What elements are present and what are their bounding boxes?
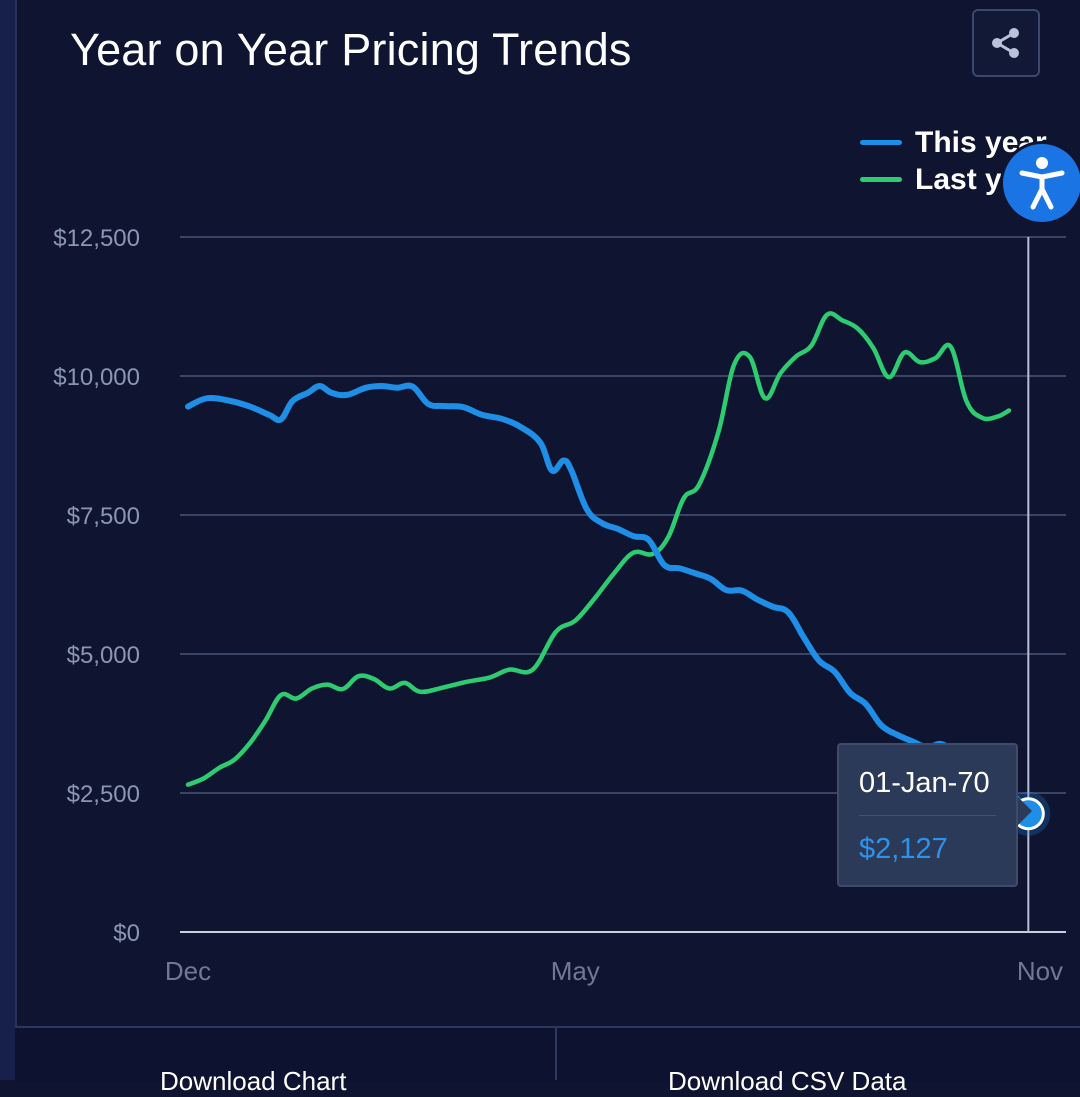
share-button[interactable] <box>972 9 1040 77</box>
legend-swatch-last-year <box>860 177 902 182</box>
accessibility-button[interactable] <box>1003 144 1080 222</box>
download-bar-divider <box>555 1026 557 1080</box>
download-csv-button[interactable]: Download CSV Data <box>668 1066 907 1096</box>
legend-swatch-this-year <box>860 140 902 145</box>
series-line-last-year <box>185 311 1012 787</box>
download-bar <box>15 1026 1080 1082</box>
y-tick-label: $10,000 <box>53 364 140 391</box>
left-edge-panel <box>0 0 17 1080</box>
x-tick-label: Dec <box>165 956 211 986</box>
y-tick-label: $0 <box>113 920 140 947</box>
y-tick-label: $2,500 <box>67 781 140 808</box>
series-line-this-year <box>185 382 1032 817</box>
share-icon <box>992 28 1019 58</box>
download-chart-button[interactable]: Download Chart <box>160 1066 347 1096</box>
x-tick-label: Nov <box>1017 956 1063 986</box>
y-tick-label: $5,000 <box>67 642 140 669</box>
chart-title: Year on Year Pricing Trends <box>70 24 632 75</box>
chart-tooltip: 01-Jan-70 $2,127 <box>837 743 1032 887</box>
x-tick-label: May <box>551 956 600 986</box>
y-tick-label: $7,500 <box>67 503 140 530</box>
tooltip-divider <box>859 815 996 816</box>
accessibility-icon <box>1019 157 1065 210</box>
tooltip-date: 01-Jan-70 <box>859 767 990 799</box>
y-tick-label: $12,500 <box>53 225 140 252</box>
tooltip-value: $2,127 <box>859 833 948 865</box>
